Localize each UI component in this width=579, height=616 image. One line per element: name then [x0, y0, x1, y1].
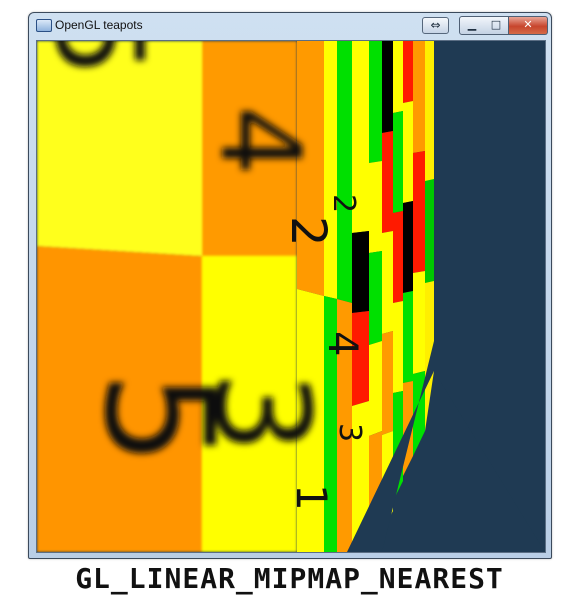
- tile-yellow: [403, 101, 413, 203]
- tile-yellow: [202, 256, 297, 552]
- tile-yellow: [324, 41, 337, 299]
- tile-yellow: [369, 341, 382, 436]
- minimize-button[interactable]: ▁: [459, 16, 485, 35]
- tile-yellow: [393, 41, 403, 113]
- tile-green: [337, 41, 352, 303]
- mipmap-mode-caption: GL_LINEAR_MIPMAP_NEAREST: [75, 562, 504, 595]
- caption-buttons: ▁ □ ✕: [459, 16, 548, 35]
- tile-yellow: [413, 271, 425, 374]
- digit-5: 5: [71, 371, 245, 466]
- digit-3-b: 3: [332, 423, 367, 442]
- digit-4-b: 4: [319, 331, 365, 356]
- digit-3: 3: [186, 371, 338, 454]
- tile-red: [352, 311, 369, 406]
- tile-yellow: [297, 289, 324, 552]
- background-wedge: [347, 341, 434, 552]
- digit-4: 4: [196, 106, 324, 176]
- app-window: OpenGL teapots ⇔ ▁ □ ✕: [28, 12, 552, 559]
- opengl-viewport[interactable]: 5 5 4 3 2 1 4 3 2: [36, 40, 546, 553]
- tile-orange: [297, 41, 324, 296]
- window-icon[interactable]: [36, 19, 52, 32]
- digit-2-a: 2: [280, 216, 336, 247]
- resize-arrows-button[interactable]: ⇔: [422, 17, 449, 34]
- maximize-button[interactable]: □: [484, 16, 509, 35]
- title-bar[interactable]: OpenGL teapots ⇔ ▁ □ ✕: [29, 13, 551, 39]
- digit-1: 1: [287, 484, 336, 511]
- tile-yellow: [369, 161, 382, 253]
- tile-orange: [37, 246, 202, 552]
- digit-5-top: 5: [37, 41, 167, 77]
- tile-yellow: [352, 41, 369, 233]
- tile-yellow: [382, 231, 393, 334]
- tile-yellow: [352, 401, 369, 552]
- tile-red: [413, 151, 425, 273]
- tile-black: [403, 201, 413, 293]
- window-title: OpenGL teapots: [55, 18, 143, 32]
- tile-black: [352, 231, 369, 313]
- close-button[interactable]: ✕: [509, 16, 548, 35]
- tile-green: [324, 296, 337, 552]
- tile-green: [369, 41, 382, 163]
- tile-yellow: [393, 301, 403, 393]
- tile-orange: [413, 41, 425, 153]
- tile-green: [369, 251, 382, 345]
- digit-2-b: 2: [326, 194, 361, 213]
- minimize-icon: ▁: [467, 18, 477, 31]
- tile-green: [425, 179, 434, 283]
- maximize-icon: □: [490, 18, 502, 31]
- tile-orange: [382, 331, 393, 435]
- tile-red: [403, 41, 413, 103]
- tile-orange: [202, 41, 297, 256]
- tile-orange: [337, 299, 352, 552]
- double-arrow-icon: ⇔: [430, 18, 441, 32]
- tile-green: [403, 291, 413, 383]
- tile-green: [393, 111, 403, 213]
- background-corner: [434, 371, 545, 552]
- tile-yellow: [37, 41, 202, 256]
- tile-red: [382, 131, 393, 233]
- tile-red: [393, 211, 403, 303]
- tile-black: [382, 41, 393, 133]
- close-icon: ✕: [523, 18, 533, 31]
- rendered-scene: 5 5 4 3 2 1 4 3 2: [37, 41, 545, 552]
